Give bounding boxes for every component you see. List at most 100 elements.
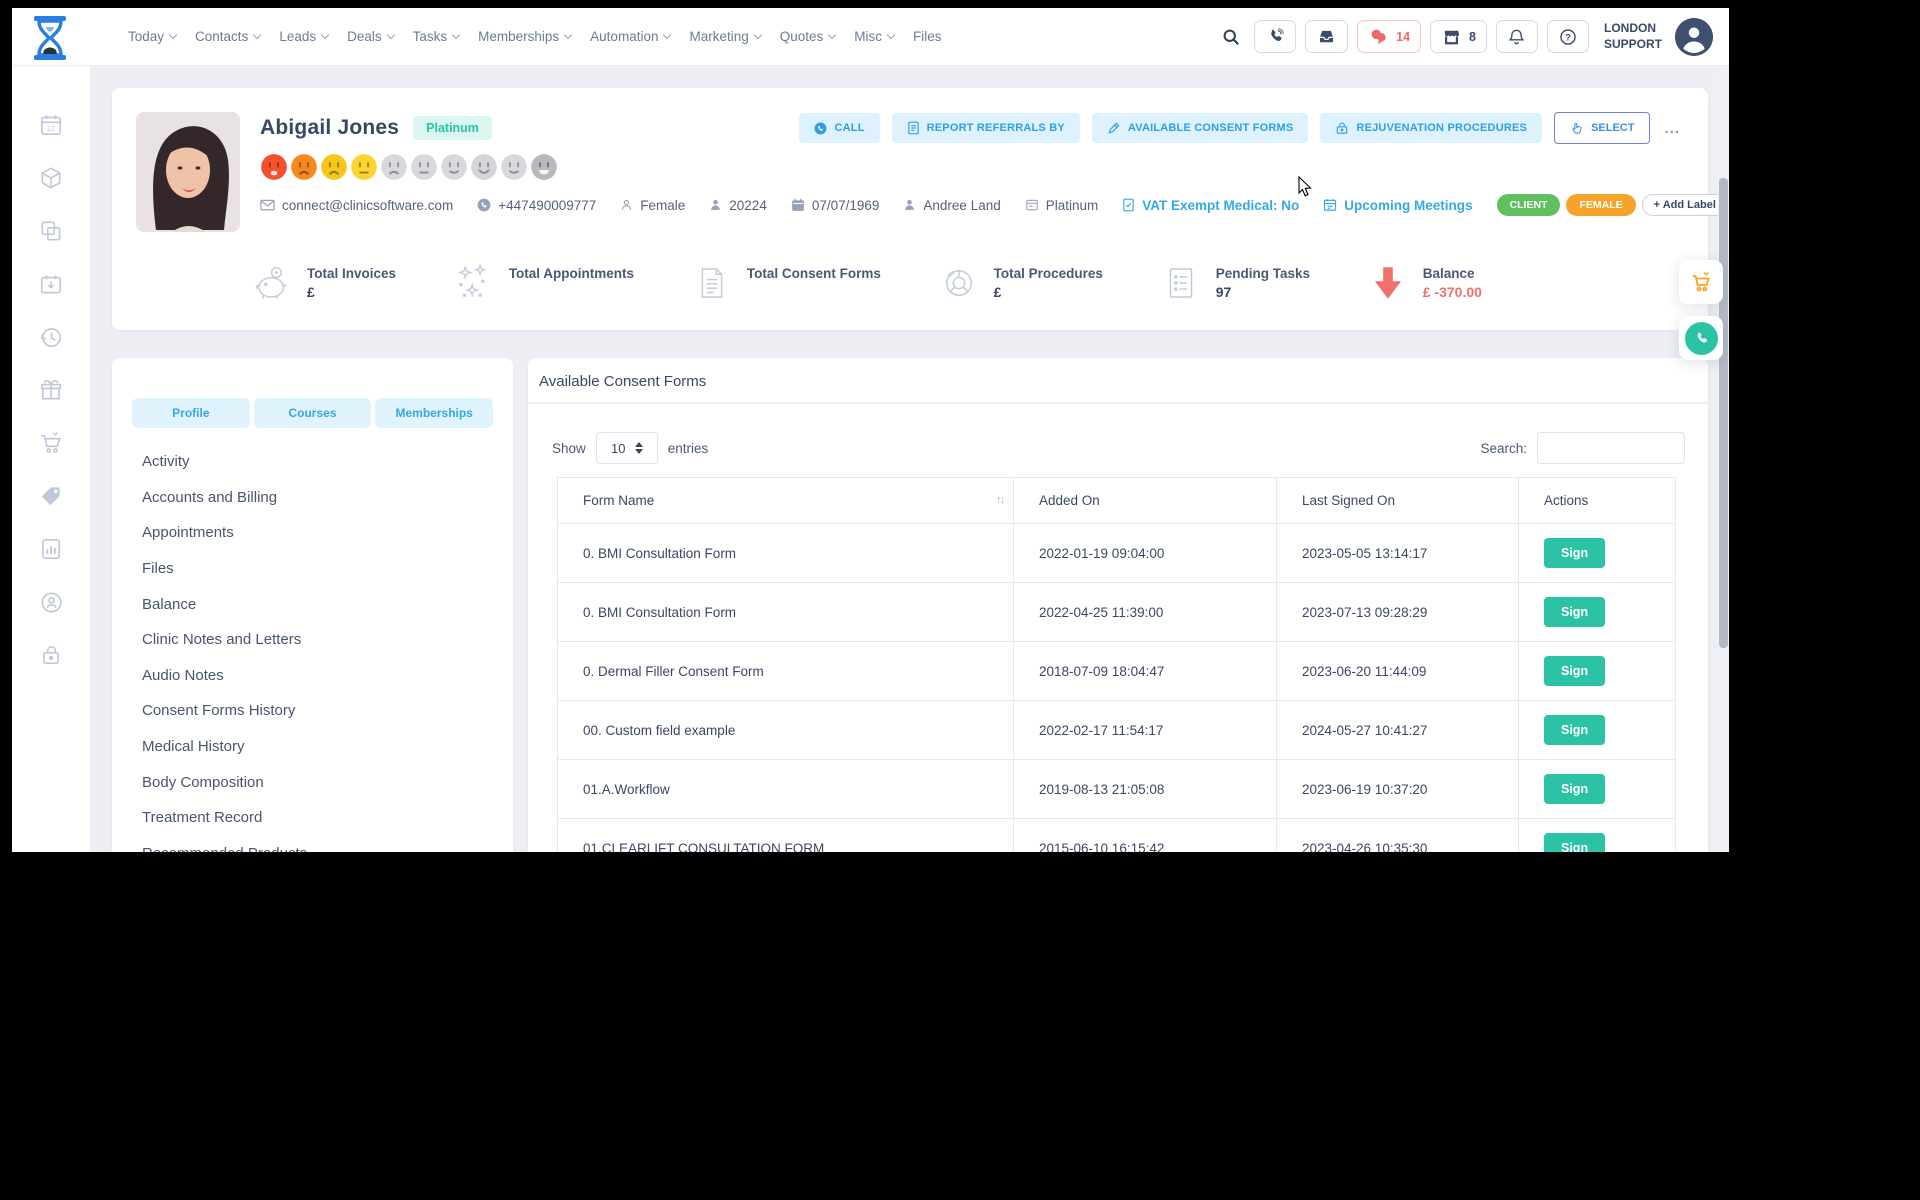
satisfaction-emoji-sad[interactable]: [320, 153, 348, 181]
menu-item-files[interactable]: Files: [142, 560, 174, 578]
chevron-down-icon: [320, 30, 330, 40]
search-input[interactable]: [1537, 432, 1685, 464]
page-scrollbar[interactable]: [1718, 66, 1729, 852]
person-icon: [620, 198, 633, 212]
shop-button[interactable]: 8: [1430, 20, 1487, 53]
label-client[interactable]: CLIENT: [1496, 194, 1561, 216]
menu-item-activity[interactable]: Activity: [142, 453, 190, 471]
menu-item-treatment-record[interactable]: Treatment Record: [142, 809, 263, 827]
tier-badge: Platinum: [413, 116, 492, 140]
client-actions: CALL REPORT REFERRALS BY AVAILABLE CONSE…: [799, 112, 1682, 144]
available-consent-forms-button[interactable]: AVAILABLE CONSENT FORMS: [1091, 113, 1309, 143]
nav-item-quotes[interactable]: Quotes: [780, 29, 837, 44]
add-label-button[interactable]: + Add Label: [1641, 194, 1728, 216]
nav-item-automation[interactable]: Automation: [590, 29, 672, 44]
more-actions-button[interactable]: ...: [1664, 119, 1680, 137]
notifications-button[interactable]: [1495, 20, 1538, 53]
page-size-select[interactable]: 10: [595, 432, 658, 464]
menu-item-accounts-and-billing[interactable]: Accounts and Billing: [142, 488, 278, 506]
satisfaction-emoji-happy[interactable]: [470, 153, 498, 181]
menu-item-clinic-notes-and-letters[interactable]: Clinic Notes and Letters: [142, 631, 302, 649]
nav-item-files[interactable]: Files: [913, 29, 942, 44]
sign-button[interactable]: Sign: [1544, 656, 1606, 686]
calendar-import-icon[interactable]: [38, 271, 64, 297]
sign-button[interactable]: Sign: [1544, 833, 1606, 852]
entries-label: entries: [667, 440, 709, 456]
clinicsoftware-logo-icon[interactable]: [30, 15, 70, 61]
search-label: Search:: [1480, 440, 1527, 456]
client-info-row: connect@clinicsoftware.com +447490009777…: [260, 194, 1728, 216]
menu-item-body-composition[interactable]: Body Composition: [142, 773, 264, 791]
scrollbar-thumb[interactable]: [1719, 178, 1728, 648]
column-added-on[interactable]: Added On: [1013, 477, 1277, 524]
call-button[interactable]: CALL: [799, 113, 880, 143]
tab-memberships[interactable]: Memberships: [375, 398, 494, 428]
client-menu-tabs: Profile Courses Memberships: [132, 398, 494, 428]
sign-button[interactable]: Sign: [1544, 538, 1606, 568]
client-phone[interactable]: +447490009777: [477, 198, 596, 213]
sign-button[interactable]: Sign: [1544, 774, 1606, 804]
nav-item-misc[interactable]: Misc: [854, 29, 896, 44]
satisfaction-emoji-angry[interactable]: [260, 153, 288, 181]
menu-item-audio-notes[interactable]: Audio Notes: [142, 666, 224, 684]
nav-item-leads[interactable]: Leads: [279, 29, 330, 44]
sign-button[interactable]: Sign: [1544, 597, 1606, 627]
client-labels: CLIENT FEMALE + Add Label: [1496, 194, 1728, 216]
calendar-icon[interactable]: 12: [38, 112, 64, 138]
signature-icon: [1108, 122, 1120, 134]
satisfaction-emoji-neutral[interactable]: [410, 153, 438, 181]
vat-exempt-link[interactable]: VAT Exempt Medical: No: [1122, 198, 1299, 213]
lock-icon[interactable]: [38, 642, 64, 668]
menu-item-appointments[interactable]: Appointments: [142, 524, 234, 542]
report-icon[interactable]: [38, 536, 64, 562]
chevron-down-icon: [386, 30, 395, 40]
menu-item-recommended-products[interactable]: Recommended Products: [132, 836, 493, 852]
satisfaction-emoji-smile[interactable]: [500, 153, 528, 181]
floating-whatsapp-button[interactable]: [1679, 316, 1723, 360]
history-icon[interactable]: [38, 324, 64, 350]
gift-icon[interactable]: [38, 377, 64, 403]
support-icon[interactable]: [38, 589, 64, 615]
copy-icon[interactable]: [38, 218, 64, 244]
help-button[interactable]: ?: [1546, 20, 1589, 53]
column-form-name[interactable]: Form Name ↑↓: [557, 477, 1014, 524]
menu-item-balance[interactable]: Balance: [142, 595, 197, 613]
upcoming-meetings-link[interactable]: Upcoming Meetings: [1323, 198, 1473, 213]
column-actions: Actions: [1518, 477, 1676, 524]
satisfaction-emoji-upset[interactable]: [290, 153, 318, 181]
report-referrals-button[interactable]: REPORT REFERRALS BY: [891, 113, 1080, 143]
sign-button[interactable]: Sign: [1544, 715, 1606, 745]
nav-item-deals[interactable]: Deals: [347, 29, 395, 44]
nav-item-tasks[interactable]: Tasks: [413, 29, 461, 44]
nav-item-memberships[interactable]: Memberships: [478, 29, 573, 44]
sort-icon[interactable]: ↑↓: [996, 494, 1005, 506]
floating-cart-button[interactable]: [1679, 260, 1723, 304]
satisfaction-emoji-meh[interactable]: [350, 153, 378, 181]
phone-button[interactable]: [1254, 20, 1297, 53]
satisfaction-emoji-grin[interactable]: [530, 153, 558, 181]
rejuvenation-procedures-button[interactable]: REJUVENATION PROCEDURES: [1320, 113, 1543, 143]
nav-item-contacts[interactable]: Contacts: [195, 29, 262, 44]
label-female[interactable]: FEMALE: [1566, 194, 1636, 216]
tag-icon[interactable]: [38, 483, 64, 509]
package-icon[interactable]: [38, 165, 64, 191]
nav-item-today[interactable]: Today: [128, 29, 178, 44]
client-email[interactable]: connect@clinicsoftware.com: [260, 198, 453, 213]
nav-item-marketing[interactable]: Marketing: [689, 29, 762, 44]
menu-item-medical-history[interactable]: Medical History: [142, 738, 245, 756]
client-photo[interactable]: [136, 112, 240, 232]
tab-profile[interactable]: Profile: [132, 398, 250, 428]
satisfaction-emoji-frown[interactable]: [380, 153, 408, 181]
column-last-signed-on[interactable]: Last Signed On: [1276, 477, 1519, 524]
stat-balance: Balance £ -370.00: [1367, 262, 1482, 304]
main-nav: Today Contacts Leads Deals Tasks Members…: [128, 29, 942, 44]
user-avatar[interactable]: [1675, 17, 1713, 56]
tab-courses[interactable]: Courses: [253, 398, 372, 428]
search-icon[interactable]: [1221, 27, 1241, 47]
cart-icon[interactable]: [38, 430, 64, 456]
inbox-button[interactable]: [1305, 20, 1349, 53]
satisfaction-emoji-slight-smile[interactable]: [440, 153, 468, 181]
select-button[interactable]: SELECT: [1554, 112, 1651, 144]
menu-item-consent-forms-history[interactable]: Consent Forms History: [142, 702, 296, 720]
chat-button[interactable]: 14: [1357, 20, 1422, 53]
